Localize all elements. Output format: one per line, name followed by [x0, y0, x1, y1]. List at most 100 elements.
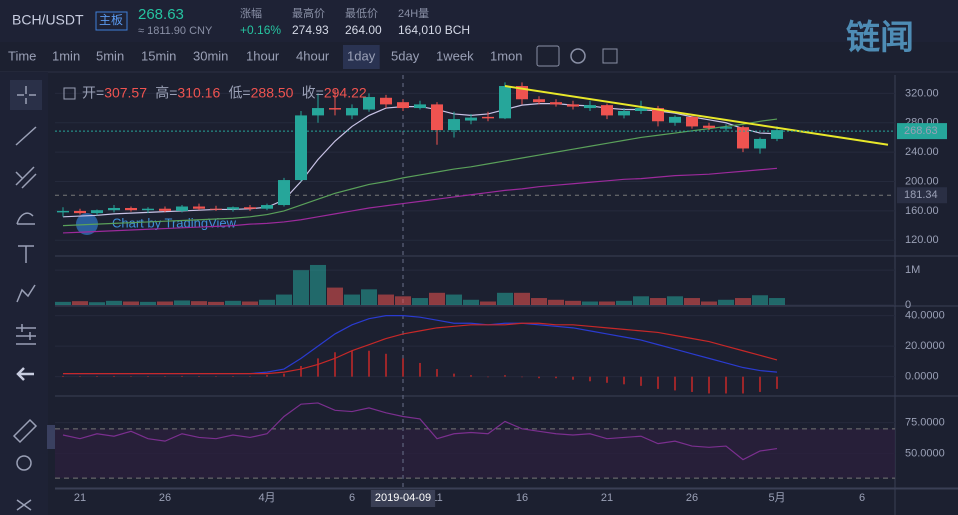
volume-bar [599, 301, 615, 305]
macd-hist [215, 376, 217, 377]
y-tick-label: 0 [905, 299, 911, 311]
chart-type-icon[interactable] [536, 45, 560, 67]
x-tick-label: 26 [159, 492, 171, 504]
level-tag [897, 187, 947, 204]
macd-hist [589, 376, 591, 382]
y-tick-label: 160.00 [905, 205, 939, 217]
volume-bar [582, 301, 598, 305]
header-bar [0, 0, 958, 42]
sidebar-icons [10, 80, 42, 511]
volume-bar [446, 294, 462, 305]
volume-bar [412, 298, 428, 305]
macd-hist [334, 352, 336, 377]
toolbar-item[interactable]: 30min [193, 48, 228, 63]
toolbar-item[interactable]: 5day [391, 48, 420, 63]
tool-remove[interactable] [16, 499, 32, 511]
last-price-label: 268.63 [904, 125, 938, 137]
volume-bar [667, 296, 683, 305]
sidebar [0, 72, 48, 515]
ohlc-value: 294.22 [324, 85, 367, 101]
candle-body [533, 99, 545, 103]
macd-hist [742, 376, 744, 394]
rsi-band [55, 428, 895, 479]
tool-crosshair[interactable] [17, 86, 36, 104]
toolbar-item[interactable]: 1day [347, 48, 376, 63]
watermark: 链闻 [846, 19, 914, 57]
trendline [504, 85, 889, 146]
candle-body [227, 207, 239, 210]
tool-ruler[interactable] [12, 418, 38, 444]
candle-body [125, 207, 137, 211]
toolbar-item[interactable]: 1mon [490, 48, 523, 63]
y-tick-label: 320.00 [905, 87, 939, 99]
candle-body [737, 127, 749, 149]
tool-measure[interactable] [16, 324, 36, 345]
toolbar-item[interactable]: 5min [96, 48, 124, 63]
macd-hist [487, 376, 489, 378]
toolbar-item[interactable]: 15min [141, 48, 176, 63]
volume-bar [157, 301, 173, 305]
stat-value: 274.93 [292, 23, 329, 37]
crosshair-tag [370, 490, 436, 507]
macd-hist [317, 358, 319, 377]
candle-body [754, 138, 766, 149]
crosshair-label: 2019-04-09 [375, 492, 431, 504]
macd-hist [402, 358, 404, 377]
volume-bar [123, 301, 139, 305]
volume-bar [735, 298, 751, 305]
macd-hist [538, 376, 540, 379]
pair: BCH/USDT [12, 12, 84, 28]
volume-bar [497, 292, 513, 305]
volume-bar [344, 294, 360, 305]
board: 主板 [99, 13, 123, 27]
toolbar-item[interactable]: 1week [436, 48, 474, 63]
tool-pattern[interactable] [16, 284, 36, 303]
volume-bar [276, 294, 292, 305]
x-tick-label: 21 [601, 492, 613, 504]
sidebar-toggle[interactable] [47, 425, 55, 449]
candle-body [108, 207, 120, 211]
candle-body [703, 125, 715, 128]
candle-body [601, 105, 613, 116]
volume-bar [259, 299, 275, 305]
stat-label: 24H量 [398, 7, 429, 20]
screenshot-icon[interactable] [602, 48, 618, 64]
toolbar-item[interactable]: 4hour [296, 48, 330, 63]
tool-text[interactable] [18, 245, 34, 263]
macd-hist [572, 376, 574, 380]
volume-bar [718, 299, 734, 305]
last-price-tag [897, 123, 947, 140]
legend-toggle [63, 87, 76, 100]
x-tick-label: 5月 [768, 492, 785, 504]
settings-icon[interactable] [570, 48, 586, 64]
toolbar-item[interactable]: 1min [52, 48, 80, 63]
macd-hist [96, 376, 98, 377]
candle-body [159, 208, 171, 211]
tool-crosshair-bg[interactable] [10, 80, 42, 110]
ohlc-value: 310.16 [177, 85, 220, 101]
macd-hist [266, 375, 268, 377]
tool-fib[interactable] [15, 166, 37, 189]
candle-body [210, 208, 222, 210]
tool-zoom[interactable] [16, 455, 32, 471]
ohlc-key: 开= [82, 85, 104, 101]
macd-hist [606, 376, 608, 383]
candle-body [465, 117, 477, 121]
macd-hist [776, 376, 778, 389]
candle-body [57, 210, 69, 213]
macd-hist [198, 376, 200, 377]
macd-hist [147, 376, 149, 377]
candle-body [346, 108, 358, 116]
volume-bar [72, 301, 88, 305]
candle-body [244, 207, 256, 209]
tool-brush[interactable] [16, 212, 35, 225]
macd-hist [419, 362, 421, 377]
tool-line[interactable] [15, 126, 37, 146]
macd-hist [759, 376, 761, 392]
ohlc-key: 高= [155, 85, 177, 101]
toolbar-item[interactable]: 1hour [246, 48, 280, 63]
volume-bar [395, 296, 411, 305]
ohlc-key: 低= [228, 85, 250, 101]
volume-bar [191, 301, 207, 305]
tool-back[interactable] [16, 367, 34, 381]
